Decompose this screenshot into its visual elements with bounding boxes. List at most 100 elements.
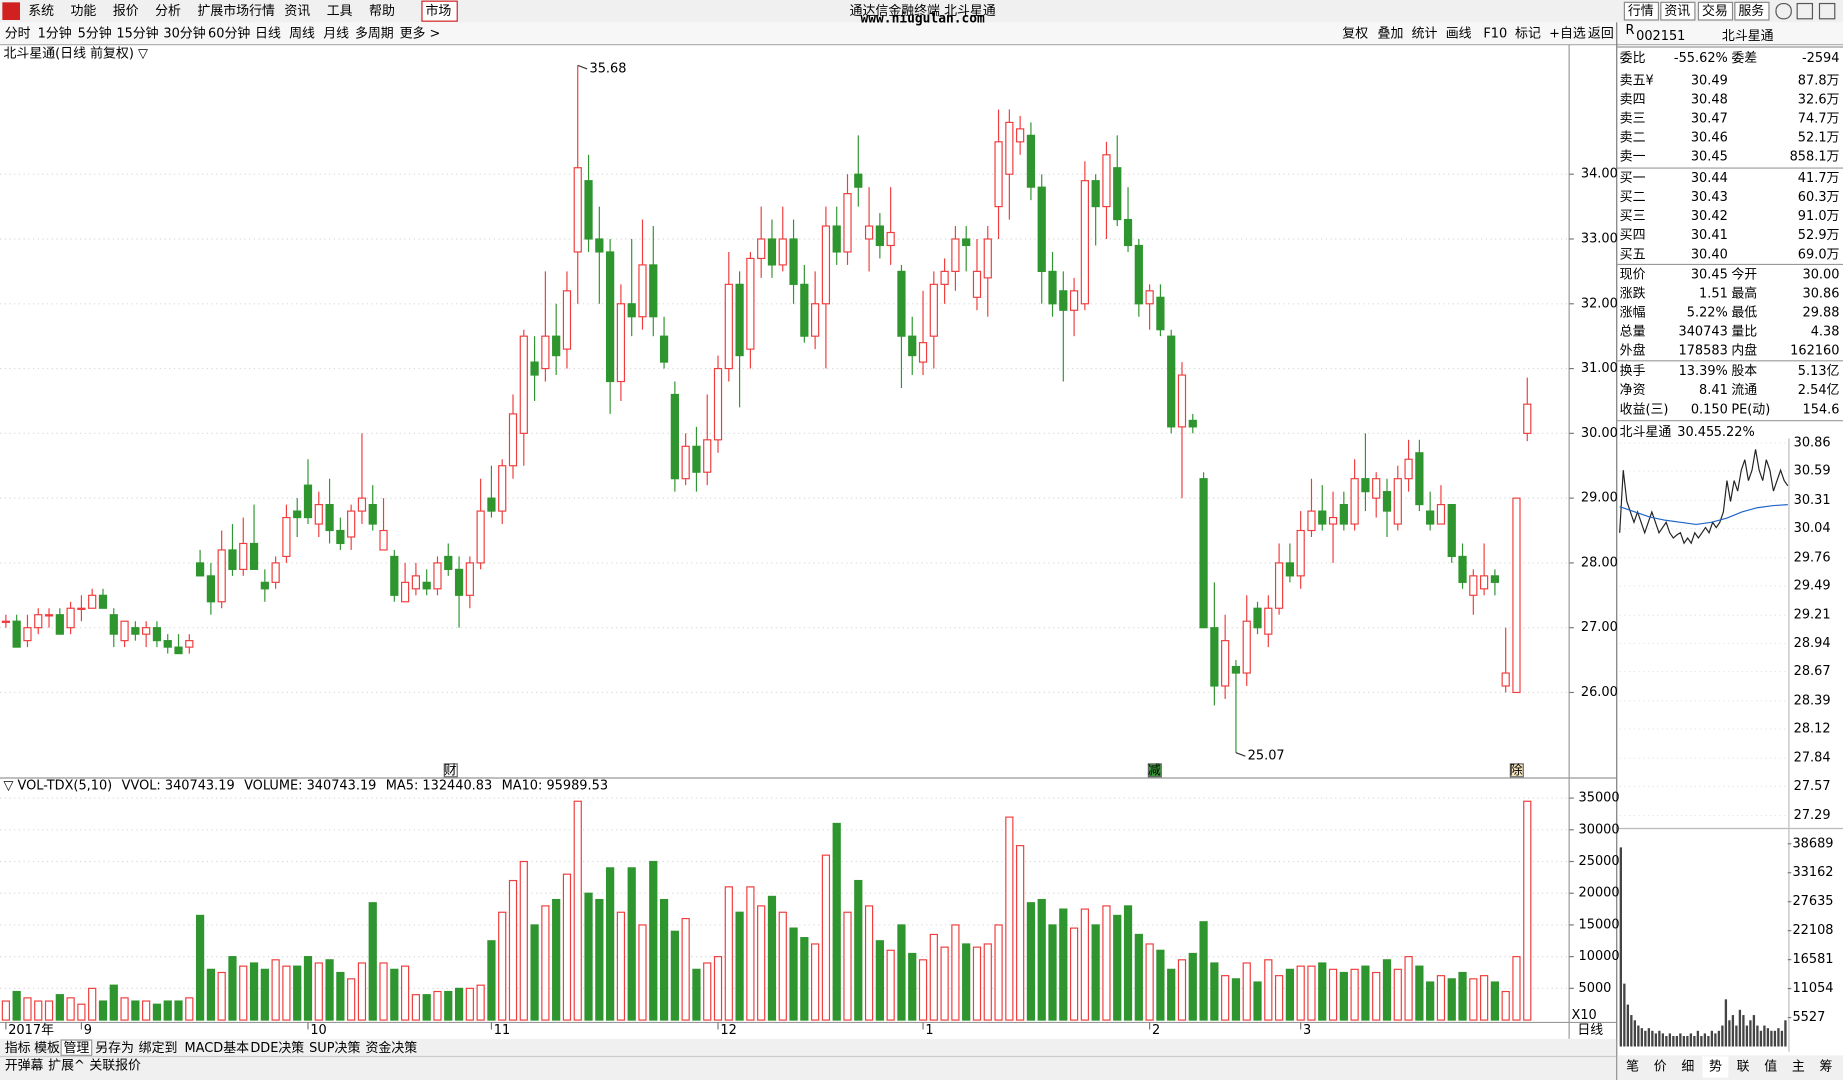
side-tab[interactable]: 主 bbox=[1792, 1060, 1805, 1075]
bottom-tab[interactable]: 开弹幕 bbox=[5, 1058, 44, 1073]
candle-body bbox=[12, 620, 21, 648]
volume-bar bbox=[875, 940, 884, 1021]
menu-item[interactable]: 系统 bbox=[28, 4, 54, 19]
quote-label: 委比 bbox=[1620, 51, 1646, 66]
period-tab[interactable]: 多周期 bbox=[355, 27, 394, 42]
menu-item[interactable]: 帮助 bbox=[369, 4, 395, 19]
mini-vol-tick-label: 16581 bbox=[1792, 952, 1833, 967]
bottom-tab[interactable]: SUP决策 bbox=[309, 1040, 360, 1056]
candle-body bbox=[1102, 154, 1111, 208]
menu-item[interactable]: 功能 bbox=[71, 4, 97, 19]
side-tab[interactable]: 细 bbox=[1681, 1060, 1694, 1075]
volume-bar bbox=[217, 971, 226, 1021]
top-button[interactable]: 资讯 bbox=[1664, 4, 1690, 19]
period-tab[interactable]: 分时 bbox=[5, 27, 31, 42]
bottom-tab[interactable]: DDE决策 bbox=[250, 1040, 304, 1056]
restore-button[interactable] bbox=[1796, 2, 1814, 20]
candle-body bbox=[541, 335, 550, 370]
period-tab[interactable]: 30分钟 bbox=[163, 26, 205, 42]
close-button[interactable] bbox=[1818, 2, 1836, 20]
top-button[interactable]: 行情 bbox=[1628, 4, 1654, 19]
menu-item[interactable]: 报价 bbox=[113, 4, 139, 19]
volume-bar bbox=[271, 959, 280, 1021]
volume-bar bbox=[249, 962, 259, 1021]
volume-bar bbox=[1285, 968, 1295, 1021]
candle-body bbox=[303, 484, 313, 519]
y-tick-label: 32.00 bbox=[1581, 296, 1618, 311]
volume-bar bbox=[1134, 933, 1143, 1021]
mini-volume-bar bbox=[1679, 1033, 1682, 1047]
candle-body bbox=[271, 562, 280, 583]
quote-value: -55.62% bbox=[1674, 51, 1728, 66]
mini-volume-bar bbox=[1689, 1033, 1693, 1047]
candle-body bbox=[1296, 529, 1305, 577]
volume-bar bbox=[692, 968, 701, 1021]
side-tab[interactable]: 势 bbox=[1709, 1059, 1722, 1075]
side-tab[interactable]: 价 bbox=[1654, 1060, 1667, 1075]
candle-body bbox=[98, 594, 108, 609]
candle-body bbox=[1134, 244, 1143, 305]
side-tab[interactable]: 联 bbox=[1737, 1060, 1750, 1075]
candle-body bbox=[800, 283, 809, 337]
book-label: 买一 bbox=[1620, 171, 1646, 186]
period-tab[interactable]: 月线 bbox=[323, 27, 349, 42]
book-label: 卖一 bbox=[1620, 150, 1646, 165]
tool-button[interactable]: F10 bbox=[1483, 27, 1507, 42]
period-tab[interactable]: 1分钟 bbox=[38, 26, 72, 42]
tool-button[interactable]: 复权 bbox=[1342, 26, 1368, 42]
bottom-tab[interactable]: 模板 bbox=[34, 1041, 60, 1056]
top-button[interactable]: 交易 bbox=[1702, 3, 1728, 19]
quote-value: -2594 bbox=[1802, 51, 1840, 66]
tool-button[interactable]: 统计 bbox=[1412, 27, 1438, 42]
quote-flag: R bbox=[1626, 23, 1635, 38]
mini-volume-bar bbox=[1686, 1036, 1689, 1047]
menu-item[interactable]: 资讯 bbox=[284, 4, 310, 19]
volume-bar bbox=[325, 959, 334, 1021]
volume-tick-label: 10000 bbox=[1579, 949, 1620, 964]
menu-item-active[interactable]: 市场 bbox=[425, 3, 451, 19]
tool-button[interactable]: 标记 bbox=[1515, 27, 1541, 42]
bottom-tab[interactable]: 另存为 bbox=[95, 1041, 134, 1056]
tool-button[interactable]: +自选 bbox=[1549, 27, 1586, 42]
candle-body bbox=[1361, 478, 1370, 493]
bottom-tab[interactable]: 资金决策 bbox=[366, 1040, 418, 1056]
candle-body bbox=[347, 510, 356, 538]
side-tab[interactable]: 筹 bbox=[1819, 1059, 1832, 1075]
menu-item[interactable]: 扩展市场行情 bbox=[197, 3, 275, 19]
volume-header: MA5: 132440.83 bbox=[386, 779, 492, 794]
menu-item[interactable]: 工具 bbox=[327, 4, 353, 19]
bottom-tab[interactable]: 绑定到 bbox=[139, 1041, 178, 1056]
candle-body bbox=[1123, 218, 1133, 247]
candle-body bbox=[1048, 270, 1057, 305]
period-tab[interactable]: 60分钟 bbox=[208, 26, 250, 42]
period-tab[interactable]: 更多 > bbox=[400, 27, 441, 42]
bottom-tab[interactable]: 指标 bbox=[5, 1041, 31, 1056]
period-tab[interactable]: 15分钟 bbox=[116, 26, 158, 42]
period-tab[interactable]: 日线 bbox=[255, 27, 281, 42]
stat-label: 量比 bbox=[1731, 325, 1757, 340]
side-tab[interactable]: 值 bbox=[1764, 1059, 1777, 1075]
mini-volume-bar bbox=[1647, 1028, 1651, 1047]
menu-item[interactable]: 分析 bbox=[155, 4, 181, 19]
mini-volume-bar bbox=[1742, 1015, 1745, 1047]
bottom-period[interactable]: 日线 bbox=[1577, 1023, 1603, 1038]
bottom-tab[interactable]: 管理 bbox=[63, 1041, 89, 1056]
period-tab[interactable]: 周线 bbox=[289, 27, 315, 42]
toolbar bbox=[0, 22, 1843, 45]
tool-button[interactable]: 返回 bbox=[1588, 27, 1614, 42]
candle-body bbox=[498, 465, 507, 512]
candle-body bbox=[908, 335, 917, 357]
period-tab[interactable]: 5分钟 bbox=[78, 26, 112, 42]
bottom-tab[interactable]: 关联报价 bbox=[89, 1058, 141, 1073]
top-button[interactable]: 服务 bbox=[1738, 3, 1764, 19]
bottom-tab[interactable]: 扩展^ bbox=[48, 1058, 85, 1073]
mini-volume-bar bbox=[1759, 1030, 1763, 1047]
volume-bar bbox=[1069, 927, 1079, 1021]
bottom-tab[interactable]: MACD基本 bbox=[185, 1041, 250, 1056]
volume-bar bbox=[854, 879, 863, 1021]
book-price: 30.49 bbox=[1691, 74, 1728, 89]
tool-button[interactable]: 叠加 bbox=[1378, 27, 1404, 42]
side-tab[interactable]: 笔 bbox=[1626, 1059, 1639, 1075]
tool-button[interactable]: 画线 bbox=[1446, 27, 1472, 42]
minimize-button[interactable] bbox=[1775, 2, 1792, 20]
